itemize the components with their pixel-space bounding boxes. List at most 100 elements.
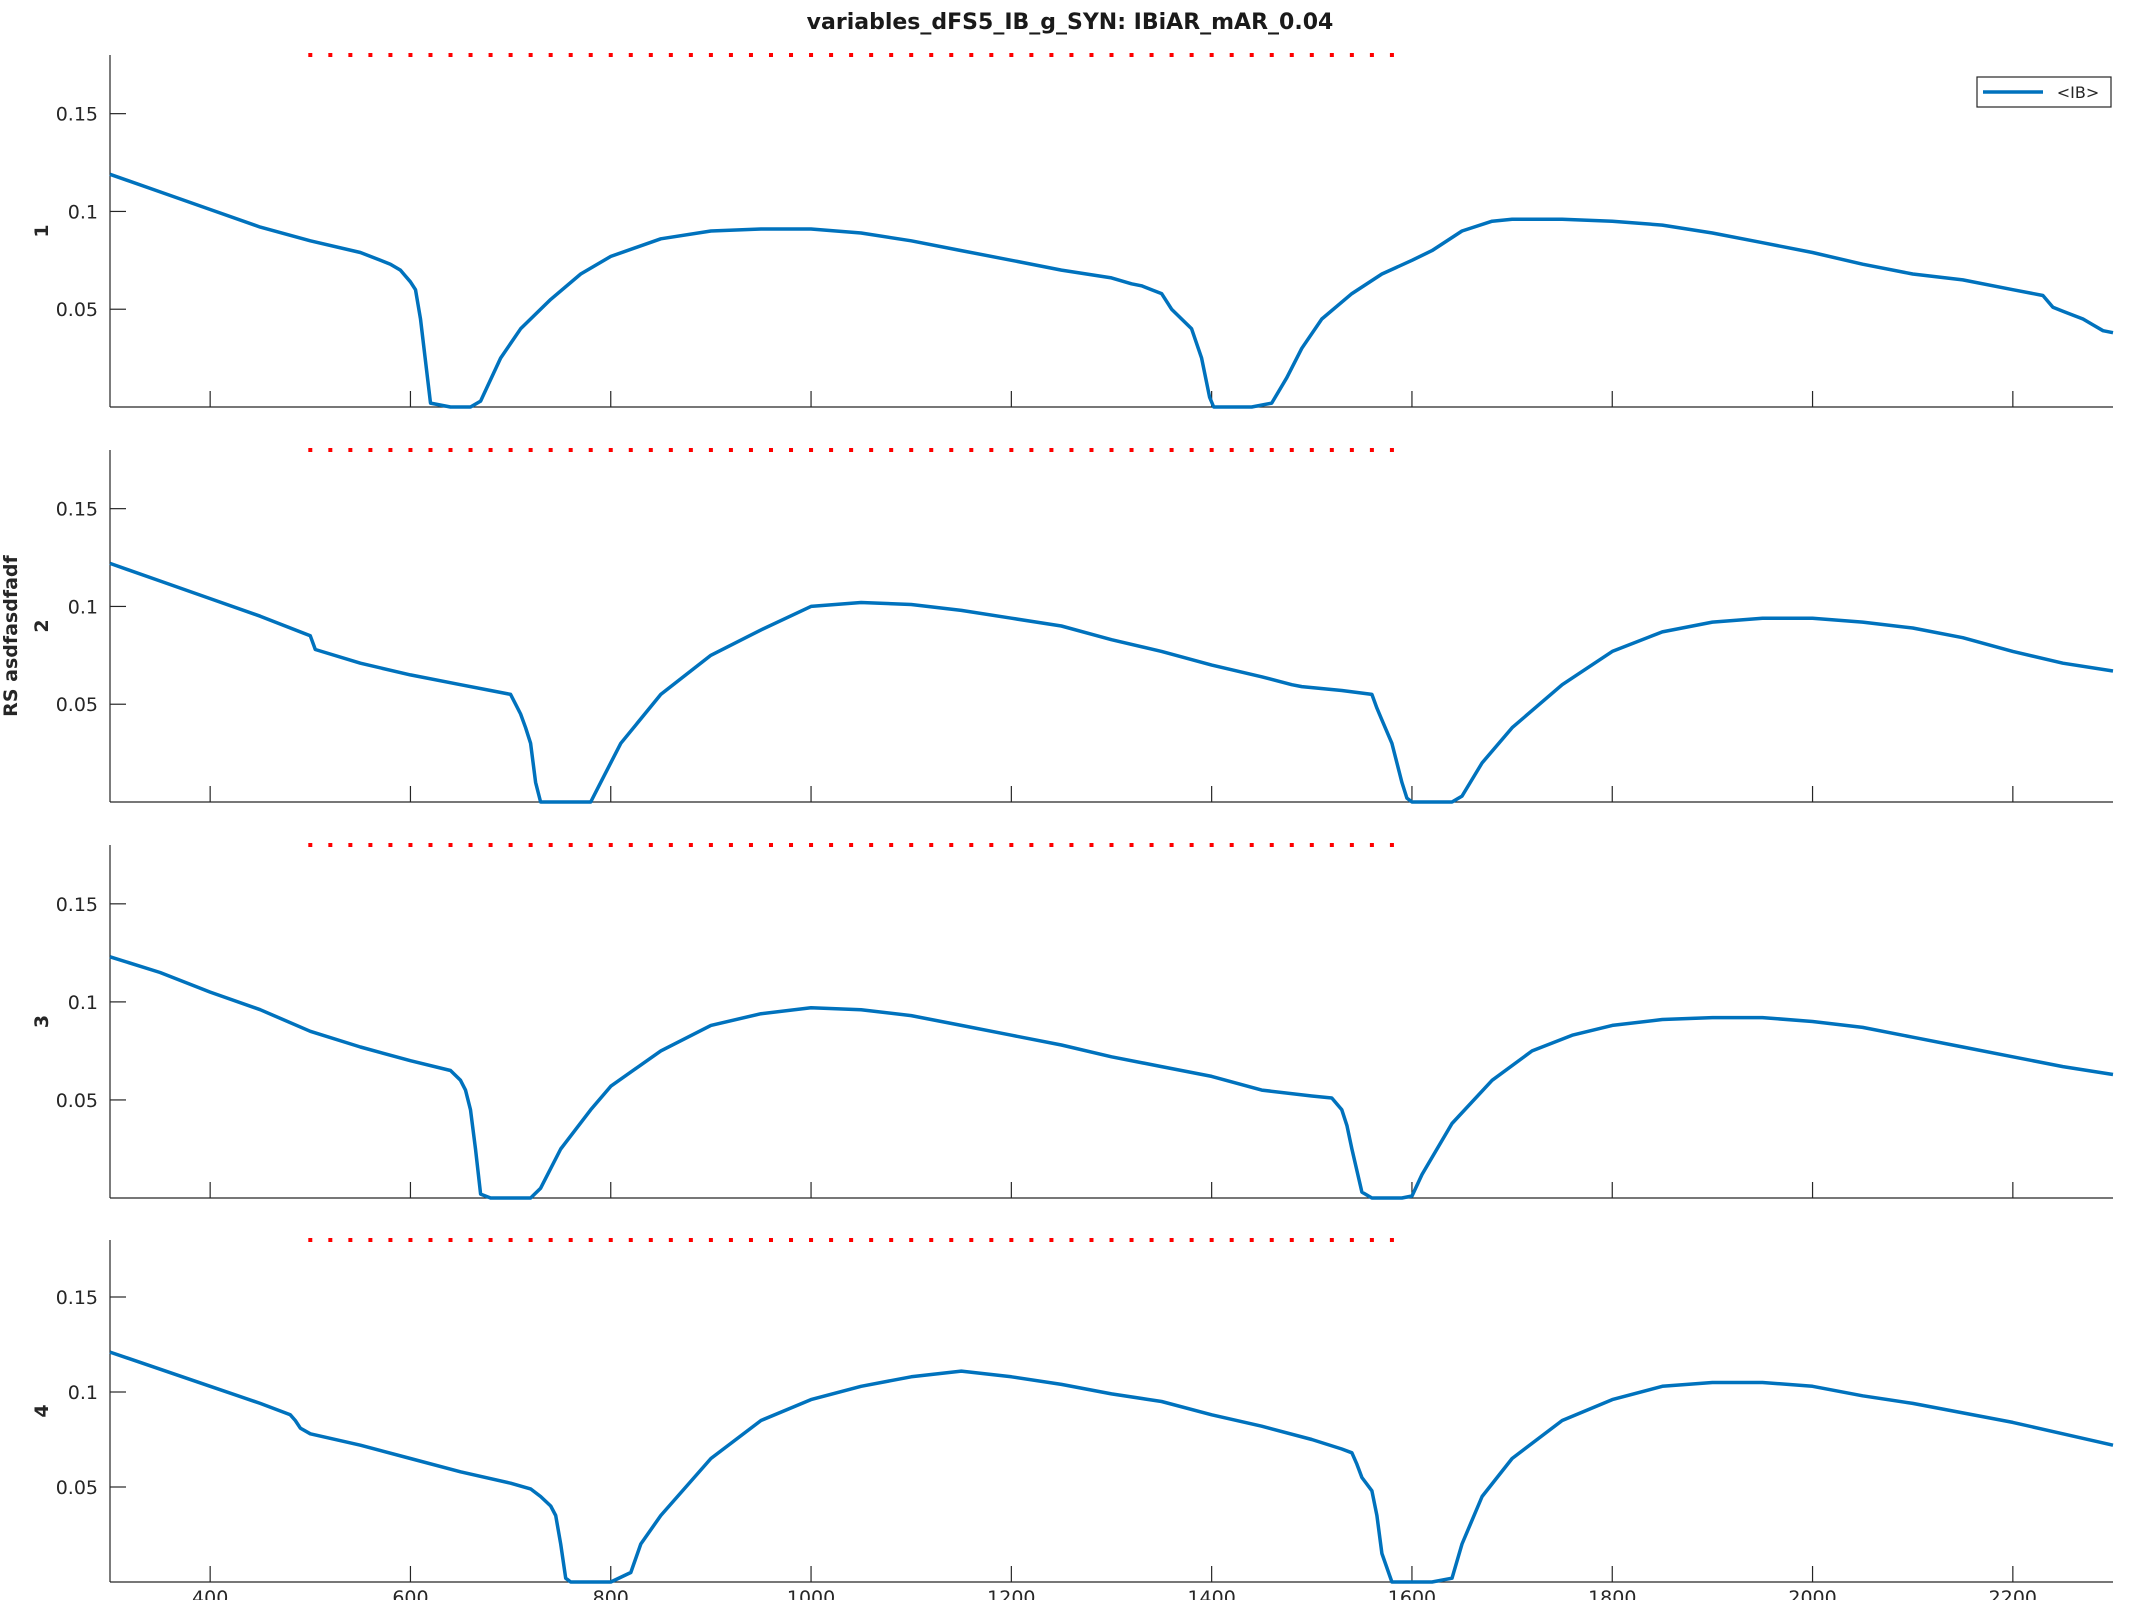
threshold-dot xyxy=(1169,53,1174,57)
threshold-dot xyxy=(528,843,533,847)
threshold-dot xyxy=(448,843,453,847)
subplot-y-label: 2 xyxy=(31,619,53,632)
threshold-dot xyxy=(768,53,773,57)
threshold-dot xyxy=(308,53,313,57)
threshold-dot xyxy=(488,1238,493,1242)
threshold-dot xyxy=(388,448,393,452)
threshold-dot xyxy=(1089,843,1094,847)
subplot-3: 0.05 0.1 0.15 3 xyxy=(31,843,2114,1200)
y-tick-label: 0.15 xyxy=(56,894,98,916)
threshold-dot xyxy=(628,1238,633,1242)
x-tick-label: 1000 xyxy=(787,1587,835,1600)
series-line-ib xyxy=(109,561,2114,804)
y-tick-label: 0.1 xyxy=(68,201,98,223)
threshold-dot xyxy=(668,1238,673,1242)
threshold-dot xyxy=(989,1238,994,1242)
threshold-dot xyxy=(548,53,553,57)
threshold-dot xyxy=(488,843,493,847)
subplot-4: 0.05 0.1 0.15 400 600 800 1000 1200 1400 1600 1800… xyxy=(31,1238,2114,1600)
threshold-dot xyxy=(428,53,433,57)
threshold-dot xyxy=(1009,1238,1014,1242)
threshold-dot xyxy=(628,448,633,452)
threshold-dot xyxy=(708,448,713,452)
threshold-dot xyxy=(1389,448,1394,452)
threshold-dot xyxy=(368,448,373,452)
threshold-dot xyxy=(1349,843,1354,847)
x-tick-label: 2200 xyxy=(1989,1587,2037,1600)
threshold-dot xyxy=(708,53,713,57)
threshold-dot xyxy=(1189,53,1194,57)
threshold-dot xyxy=(1049,843,1054,847)
threshold-dot xyxy=(1109,1238,1114,1242)
threshold-dot xyxy=(789,448,794,452)
threshold-dot xyxy=(1169,843,1174,847)
threshold-dot xyxy=(1309,1238,1314,1242)
threshold-dot xyxy=(668,53,673,57)
threshold-dot xyxy=(1149,448,1154,452)
threshold-dot xyxy=(328,1238,333,1242)
threshold-dot xyxy=(1029,53,1034,57)
threshold-dot xyxy=(1229,448,1234,452)
threshold-dot xyxy=(1209,1238,1214,1242)
threshold-dot xyxy=(1029,1238,1034,1242)
threshold-dot xyxy=(368,843,373,847)
threshold-dot xyxy=(748,448,753,452)
threshold-dot xyxy=(1369,843,1374,847)
threshold-dot xyxy=(648,1238,653,1242)
threshold-dot xyxy=(869,448,874,452)
series-line-ib xyxy=(109,955,2114,1200)
threshold-dot xyxy=(1229,53,1234,57)
threshold-dot xyxy=(388,53,393,57)
threshold-dot xyxy=(989,843,994,847)
threshold-dot xyxy=(1029,843,1034,847)
threshold-dot xyxy=(308,448,313,452)
threshold-dot xyxy=(768,843,773,847)
threshold-dot xyxy=(1129,843,1134,847)
threshold-dot xyxy=(1109,843,1114,847)
threshold-dot xyxy=(1329,448,1334,452)
threshold-dot xyxy=(969,53,974,57)
threshold-dot xyxy=(688,53,693,57)
threshold-dot xyxy=(849,1238,854,1242)
threshold-dot xyxy=(909,448,914,452)
threshold-dot xyxy=(508,1238,513,1242)
threshold-dot xyxy=(568,1238,573,1242)
threshold-dot xyxy=(328,53,333,57)
threshold-dot xyxy=(1229,843,1234,847)
threshold-dot xyxy=(1249,448,1254,452)
threshold-dot xyxy=(648,448,653,452)
threshold-dot xyxy=(488,448,493,452)
threshold-dot xyxy=(508,53,513,57)
threshold-dot xyxy=(1009,53,1014,57)
threshold-dot xyxy=(728,1238,733,1242)
threshold-dot xyxy=(1089,448,1094,452)
threshold-dot xyxy=(869,843,874,847)
threshold-dot xyxy=(1249,843,1254,847)
threshold-dot xyxy=(608,843,613,847)
legend: <IB> xyxy=(1976,76,2112,108)
x-tick-label: 1400 xyxy=(1187,1587,1235,1600)
threshold-dot xyxy=(428,1238,433,1242)
threshold-dot xyxy=(949,843,954,847)
threshold-dot xyxy=(1389,1238,1394,1242)
shared-y-axis-label: RS asdfasdfadf xyxy=(0,554,22,716)
x-tick-label: 400 xyxy=(192,1587,228,1600)
threshold-dot xyxy=(929,53,934,57)
subplot-y-label: 1 xyxy=(31,224,53,237)
series-line-ib xyxy=(109,172,2114,409)
threshold-dot xyxy=(448,1238,453,1242)
x-tick-label: 1200 xyxy=(987,1587,1035,1600)
threshold-dot xyxy=(568,53,573,57)
threshold-dot xyxy=(1389,53,1394,57)
threshold-dot xyxy=(768,1238,773,1242)
threshold-dot xyxy=(448,53,453,57)
threshold-dot xyxy=(949,53,954,57)
threshold-dot xyxy=(1069,1238,1074,1242)
threshold-dot xyxy=(849,448,854,452)
threshold-dot xyxy=(1209,448,1214,452)
threshold-dot xyxy=(809,1238,814,1242)
threshold-dot xyxy=(588,843,593,847)
threshold-dot xyxy=(809,448,814,452)
threshold-dot xyxy=(1349,448,1354,452)
threshold-dot xyxy=(1049,1238,1054,1242)
